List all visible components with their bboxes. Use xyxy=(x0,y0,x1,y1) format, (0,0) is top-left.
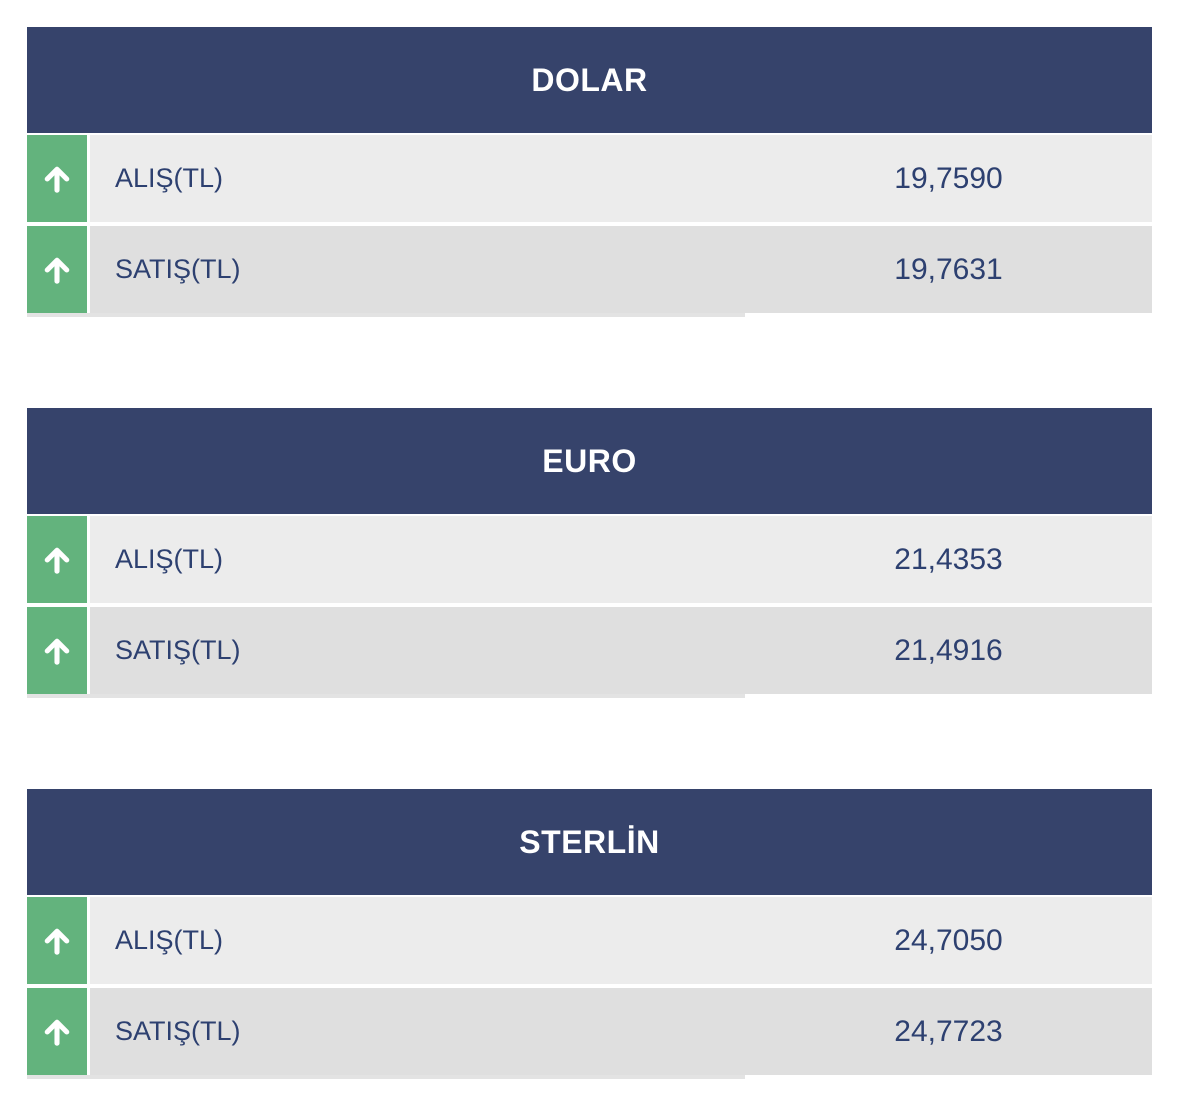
rate-label: SATIŞ(TL) xyxy=(90,607,745,694)
arrow-up-icon xyxy=(44,638,70,665)
panel-euro: EURO ALIŞ(TL) 21,4353 SATIŞ(TL) 21,4916 xyxy=(27,408,1152,698)
panel-header-dolar: DOLAR xyxy=(27,27,1152,133)
arrow-up-icon xyxy=(44,1019,70,1046)
rate-value: 21,4353 xyxy=(745,516,1152,603)
arrow-up-icon xyxy=(44,166,70,193)
trend-cell xyxy=(27,135,87,222)
panel-dolar: DOLAR ALIŞ(TL) 19,7590 SATIŞ(TL) 19,7631 xyxy=(27,27,1152,317)
trend-cell xyxy=(27,897,87,984)
rate-value: 24,7050 xyxy=(745,897,1152,984)
trend-cell xyxy=(27,988,87,1075)
trend-cell xyxy=(27,226,87,313)
panel-bottom-edge xyxy=(27,694,745,698)
rate-value: 21,4916 xyxy=(745,607,1152,694)
rate-label: ALIŞ(TL) xyxy=(90,135,745,222)
rate-value: 19,7631 xyxy=(745,226,1152,313)
rate-row-alis: ALIŞ(TL) 24,7050 xyxy=(27,897,1152,984)
panel-title: EURO xyxy=(542,442,637,479)
arrow-up-icon xyxy=(44,928,70,955)
currency-rates-board: DOLAR ALIŞ(TL) 19,7590 SATIŞ(TL) 19,7631 xyxy=(27,27,1152,1079)
panel-sterlin: STERLİN ALIŞ(TL) 24,7050 SATIŞ(TL) 24,77… xyxy=(27,789,1152,1079)
panel-bottom-edge xyxy=(27,1075,745,1079)
panel-header-euro: EURO xyxy=(27,408,1152,514)
trend-cell xyxy=(27,516,87,603)
trend-cell xyxy=(27,607,87,694)
panel-header-sterlin: STERLİN xyxy=(27,789,1152,895)
rate-label: SATIŞ(TL) xyxy=(90,226,745,313)
arrow-up-icon xyxy=(44,547,70,574)
rate-row-alis: ALIŞ(TL) 19,7590 xyxy=(27,135,1152,222)
panel-title: STERLİN xyxy=(519,823,660,860)
rate-row-satis: SATIŞ(TL) 21,4916 xyxy=(27,607,1152,694)
arrow-up-icon xyxy=(44,257,70,284)
rate-value: 24,7723 xyxy=(745,988,1152,1075)
rate-label: ALIŞ(TL) xyxy=(90,897,745,984)
rate-value: 19,7590 xyxy=(745,135,1152,222)
rate-row-alis: ALIŞ(TL) 21,4353 xyxy=(27,516,1152,603)
rate-row-satis: SATIŞ(TL) 24,7723 xyxy=(27,988,1152,1075)
rate-row-satis: SATIŞ(TL) 19,7631 xyxy=(27,226,1152,313)
panel-bottom-edge xyxy=(27,313,745,317)
panel-title: DOLAR xyxy=(531,61,648,98)
rate-label: ALIŞ(TL) xyxy=(90,516,745,603)
rate-label: SATIŞ(TL) xyxy=(90,988,745,1075)
